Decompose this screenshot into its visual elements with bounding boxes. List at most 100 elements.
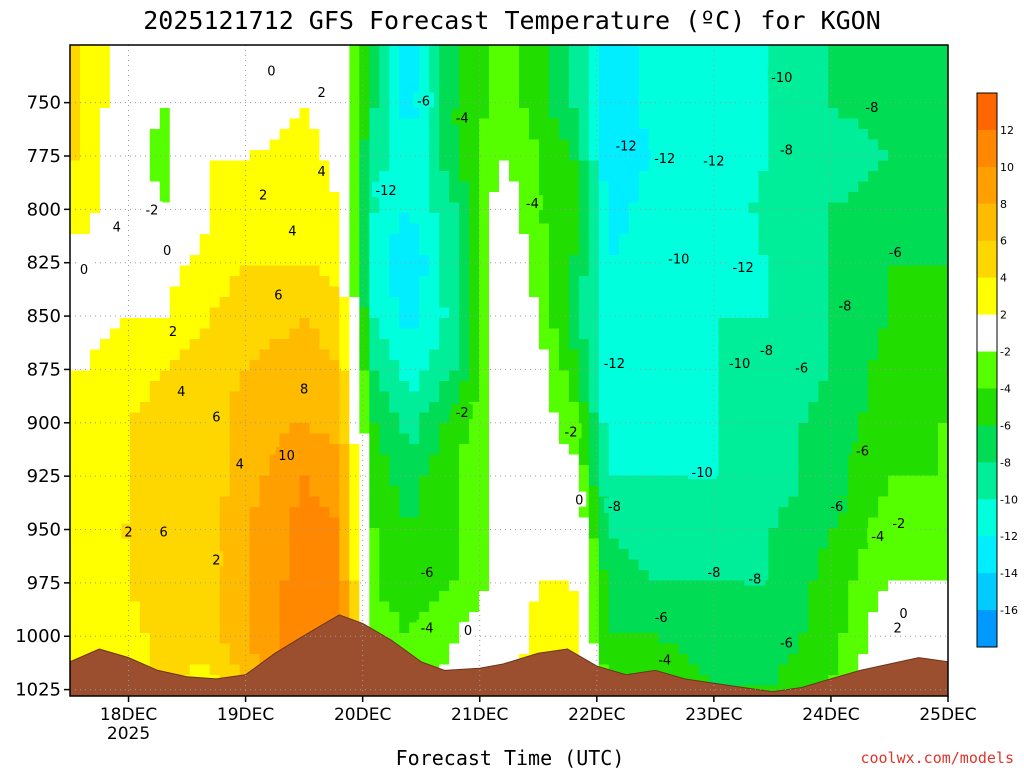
field-cell — [768, 181, 779, 193]
field-cell — [189, 181, 201, 193]
field-cell — [499, 139, 510, 151]
field-cell — [119, 192, 131, 204]
field-cell — [618, 643, 630, 655]
field-cell — [598, 622, 610, 634]
field-cell — [289, 402, 301, 414]
field-cell — [808, 307, 819, 319]
field-cell — [79, 171, 91, 183]
field-cell — [758, 496, 770, 508]
field-cell — [439, 622, 450, 634]
field-cell — [509, 339, 520, 351]
field-cell — [179, 181, 191, 193]
field-cell — [339, 244, 350, 256]
field-cell — [568, 276, 580, 288]
field-cell — [219, 633, 231, 645]
field-cell — [608, 465, 620, 477]
field-cell — [319, 580, 331, 592]
field-cell — [608, 528, 620, 540]
field-cell — [309, 202, 321, 214]
field-cell — [788, 234, 799, 246]
field-cell — [828, 412, 839, 424]
field-cell — [738, 181, 750, 193]
field-cell — [658, 276, 670, 288]
field-cell — [688, 423, 700, 435]
field-cell — [668, 234, 680, 246]
field-cell — [329, 55, 340, 67]
field-cell — [568, 412, 580, 424]
field-cell — [179, 559, 191, 571]
field-cell — [109, 192, 121, 204]
field-cell — [479, 433, 490, 445]
field-cell — [698, 444, 710, 456]
field-cell — [349, 97, 360, 109]
field-cell — [818, 202, 829, 214]
field-cell — [369, 433, 380, 445]
field-cell — [728, 559, 740, 571]
field-cell — [309, 496, 321, 508]
field-cell — [339, 381, 350, 393]
field-cell — [159, 349, 171, 361]
field-cell — [399, 297, 410, 309]
field-cell — [179, 622, 191, 634]
field-cell — [109, 465, 121, 477]
field-cell — [169, 612, 181, 624]
field-cell — [399, 528, 410, 540]
field-cell — [399, 87, 410, 99]
field-cell — [479, 654, 490, 666]
field-cell — [658, 192, 670, 204]
field-cell — [339, 349, 350, 361]
field-cell — [149, 171, 161, 183]
field-cell — [518, 549, 530, 561]
field-cell — [389, 118, 400, 130]
field-cell — [169, 465, 181, 477]
field-cell — [588, 465, 600, 477]
field-cell — [499, 45, 510, 57]
field-cell — [538, 297, 550, 309]
field-cell — [109, 328, 121, 340]
field-cell — [708, 318, 720, 330]
field-cell — [548, 580, 560, 592]
field-cell — [828, 538, 839, 550]
field-cell — [419, 370, 430, 382]
field-cell — [399, 118, 410, 130]
field-cell — [149, 591, 161, 603]
field-cell — [349, 213, 360, 225]
field-cell — [838, 391, 849, 403]
field-cell — [369, 465, 380, 477]
field-cell — [279, 139, 291, 151]
field-cell — [70, 591, 81, 603]
field-cell — [259, 643, 271, 655]
field-cell — [329, 328, 340, 340]
field-cell — [668, 475, 680, 487]
field-cell — [99, 633, 111, 645]
field-cell — [199, 465, 211, 477]
field-cell — [189, 192, 201, 204]
field-cell — [389, 45, 400, 57]
field-cell — [548, 601, 560, 613]
field-cell — [259, 97, 271, 109]
field-cell — [369, 486, 380, 498]
field-cell — [578, 549, 590, 561]
field-cell — [399, 622, 410, 634]
field-cell — [189, 633, 201, 645]
field-cell — [449, 349, 460, 361]
field-cell — [309, 129, 321, 141]
field-cell — [568, 45, 580, 57]
field-cell — [558, 181, 570, 193]
field-cell — [249, 171, 261, 183]
field-cell — [419, 454, 430, 466]
field-cell — [528, 349, 540, 361]
field-cell — [309, 559, 321, 571]
field-cell — [179, 87, 191, 99]
field-cell — [409, 370, 420, 382]
field-cell — [728, 580, 740, 592]
field-cell — [798, 150, 809, 162]
field-cell — [688, 139, 700, 151]
field-cell — [748, 223, 760, 235]
field-cell — [79, 465, 91, 477]
field-cell — [259, 612, 271, 624]
field-cell — [489, 108, 500, 120]
field-cell — [89, 622, 101, 634]
field-cell — [778, 528, 789, 540]
field-cell — [588, 643, 600, 655]
